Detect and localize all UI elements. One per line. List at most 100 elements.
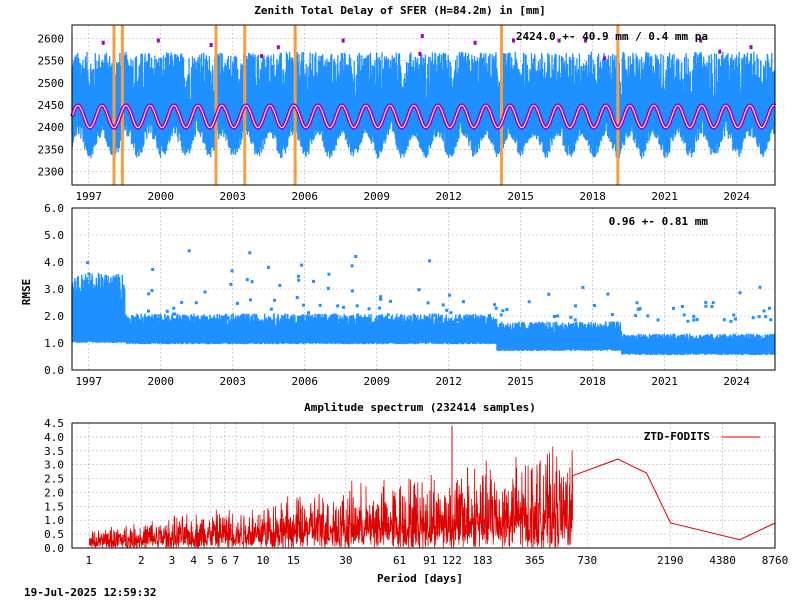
rmse-x-ticks: 1997 2000 2003 2006 2009 2012 2015 2018 2021 2024 bbox=[76, 375, 751, 388]
rmse-outlier-point bbox=[386, 313, 390, 317]
x-tick-label-1997: 1997 bbox=[76, 190, 103, 203]
rmse-outlier-point bbox=[302, 303, 306, 307]
ztd-model-curve-center bbox=[71, 104, 776, 129]
y-tick-label-2550: 2550 bbox=[38, 55, 65, 68]
ztd-outlier-point bbox=[418, 51, 422, 56]
rmse-outlier-point bbox=[487, 319, 491, 323]
rmse-outlier-point bbox=[379, 297, 383, 301]
spectrum-x-tick-365: 365 bbox=[525, 554, 545, 567]
rmse-outlier-point bbox=[326, 286, 330, 290]
x-tick-label-2018: 2018 bbox=[579, 375, 606, 388]
ztd-outlier-point bbox=[101, 40, 105, 45]
rmse-outlier-point bbox=[547, 292, 551, 296]
spectrum-x-tick-6: 6 bbox=[221, 554, 228, 567]
rmse-outlier-point bbox=[150, 289, 154, 293]
rmse-outlier-point bbox=[198, 318, 202, 322]
ztd-outlier-point bbox=[718, 49, 722, 54]
rmse-outlier-point bbox=[455, 318, 459, 322]
rmse-outlier-point bbox=[505, 307, 509, 311]
rmse-outlier-point bbox=[289, 316, 293, 320]
rmse-outlier-point bbox=[297, 278, 301, 282]
spectrum-y-tick-1: 1.0 bbox=[44, 514, 64, 527]
rmse-outlier-point bbox=[671, 306, 675, 310]
rmse-outlier-point bbox=[101, 317, 105, 321]
x-tick-label-2000: 2000 bbox=[148, 375, 175, 388]
spectrum-frame bbox=[71, 422, 776, 549]
rmse-outlier-point bbox=[441, 303, 445, 307]
x-tick-label-2018: 2018 bbox=[579, 190, 606, 203]
rmse-outlier-point bbox=[338, 318, 342, 322]
rmse-outlier-point bbox=[160, 319, 164, 323]
rmse-outlier-point bbox=[307, 311, 311, 315]
rmse-outlier-point bbox=[250, 280, 254, 284]
rmse-outlier-point bbox=[569, 315, 573, 319]
rmse-outlier-point bbox=[229, 282, 233, 286]
rmse-outlier-point bbox=[704, 300, 708, 304]
spectrum-x-tick-3: 3 bbox=[169, 554, 176, 567]
rmse-outlier-point bbox=[738, 291, 742, 295]
rmse-outlier-point bbox=[686, 319, 690, 323]
rmse-outlier-point bbox=[553, 315, 557, 319]
rmse-outlier-point bbox=[460, 319, 464, 323]
spectrum-y-tick-2.5: 2.5 bbox=[44, 473, 64, 486]
x-tick-label-2009: 2009 bbox=[363, 190, 390, 203]
rmse-outlier-point bbox=[433, 313, 437, 317]
x-tick-label-2015: 2015 bbox=[507, 375, 534, 388]
rmse-outlier-point bbox=[445, 308, 449, 312]
spectrum-x-tick-30: 30 bbox=[339, 554, 352, 567]
ztd-frame bbox=[71, 24, 776, 186]
rmse-outlier-point bbox=[295, 296, 299, 300]
spectrum-long-period-line bbox=[571, 458, 776, 541]
spectrum-y-tick-0.5: 0.5 bbox=[44, 528, 64, 541]
rmse-outlier-point bbox=[156, 317, 160, 321]
spectrum-x-tick-183: 183 bbox=[473, 554, 493, 567]
rmse-outlier-point bbox=[316, 313, 320, 317]
rmse-outlier-point bbox=[751, 316, 755, 320]
y-tick-label-2: 2.0 bbox=[44, 310, 64, 323]
spectrum-noise-line bbox=[89, 446, 573, 549]
spectrum-y-tick-4: 4.0 bbox=[44, 431, 64, 444]
rmse-outlier-point bbox=[248, 251, 252, 255]
ztd-outlier-point bbox=[276, 45, 280, 50]
rmse-outlier-point bbox=[449, 311, 453, 315]
ztd-outlier-point bbox=[511, 38, 515, 43]
y-tick-label-2300: 2300 bbox=[38, 166, 65, 179]
y-tick-label-1: 1.0 bbox=[44, 337, 64, 350]
spectrum-x-tick-2190: 2190 bbox=[657, 554, 684, 567]
rmse-outlier-point bbox=[92, 308, 96, 312]
ztd-observation-band bbox=[71, 51, 776, 159]
spectrum-y-tick-3: 3.0 bbox=[44, 459, 64, 472]
spectrum-x-tick-122: 122 bbox=[442, 554, 462, 567]
rmse-outlier-point bbox=[273, 298, 277, 302]
rmse-outlier-point bbox=[457, 315, 461, 319]
spectrum-title: Amplitude spectrum (232414 samples) bbox=[304, 401, 536, 414]
rmse-outlier-point bbox=[266, 265, 270, 269]
rmse-outlier-point bbox=[329, 315, 333, 319]
rmse-outlier-point bbox=[355, 304, 359, 308]
rmse-outlier-point bbox=[195, 316, 199, 320]
rmse-outlier-point bbox=[342, 305, 346, 309]
rmse-outlier-point bbox=[636, 307, 640, 311]
rmse-y-ticks: 0.0 1.0 2.0 3.0 4.0 5.0 6.0 bbox=[44, 202, 64, 377]
rmse-outlier-point bbox=[764, 315, 768, 319]
ztd-y-ticks: 2300 2350 2400 2450 2500 2550 2600 bbox=[38, 32, 65, 178]
rmse-outlier-point bbox=[638, 307, 642, 311]
rmse-outlier-point bbox=[81, 305, 85, 309]
y-tick-label-2600: 2600 bbox=[38, 32, 65, 45]
rmse-outlier-point bbox=[78, 314, 82, 318]
rmse-outlier-point bbox=[90, 313, 94, 317]
rmse-outlier-point bbox=[349, 315, 353, 319]
ztd-outlier-point bbox=[473, 40, 477, 45]
rmse-outlier-point bbox=[499, 313, 503, 317]
rmse-outlier-point bbox=[173, 312, 177, 316]
rmse-outlier-point bbox=[711, 301, 715, 305]
y-tick-label-3: 3.0 bbox=[44, 283, 64, 296]
ztd-stats-annotation: 2424.0 +- 40.9 mm / 0.4 mm pa bbox=[516, 30, 708, 43]
rmse-outlier-point bbox=[104, 312, 108, 316]
x-tick-label-2006: 2006 bbox=[291, 190, 318, 203]
ztd-x-ticks: 1997 2000 2003 2006 2009 2012 2015 2018 2021 2024 bbox=[76, 190, 751, 203]
rmse-outlier-point bbox=[300, 263, 304, 267]
ztd-model-curve bbox=[70, 103, 777, 130]
rmse-outlier-point bbox=[245, 278, 249, 282]
rmse-outlier-point bbox=[574, 304, 578, 308]
